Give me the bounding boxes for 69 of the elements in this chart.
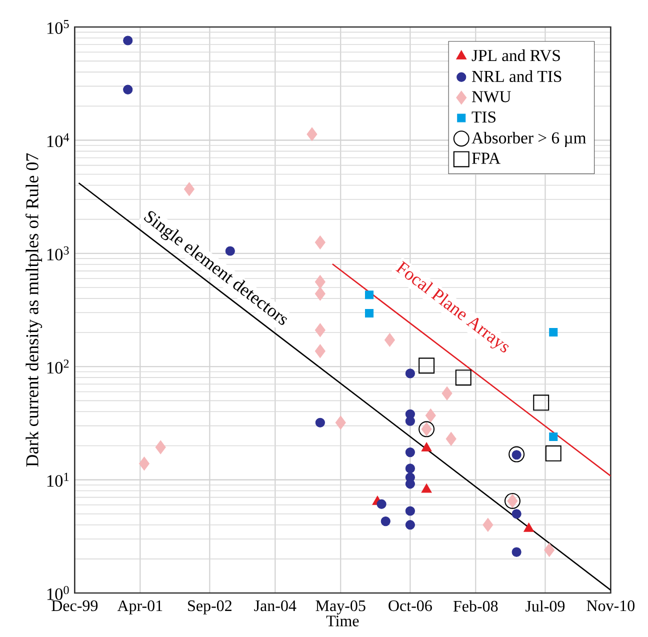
- point: [533, 394, 550, 411]
- y-tick-label: 10$^{1}$: [47, 472, 69, 487]
- point: [512, 509, 522, 519]
- x-tick-label: Apr-01: [117, 600, 162, 614]
- point: [545, 445, 562, 462]
- point: [405, 520, 415, 530]
- legend-label: FPA: [472, 152, 500, 164]
- point: [442, 386, 452, 400]
- x-tick-label: Jul-09: [526, 600, 565, 612]
- x-tick-label: May-05: [316, 600, 366, 614]
- point: [335, 416, 346, 430]
- point: [524, 522, 534, 532]
- y-axis-title: Dark current density as multples of Rule 07: [26, 153, 42, 467]
- point: [421, 442, 432, 452]
- point: [314, 235, 326, 250]
- point: [306, 127, 318, 142]
- point: [123, 84, 133, 94]
- point: [405, 368, 415, 378]
- point: [482, 518, 494, 532]
- point: [380, 516, 390, 526]
- point: [405, 416, 415, 426]
- point: [384, 333, 395, 347]
- legend-label: NWU: [472, 91, 511, 102]
- y-tick-label: 10$^{2}$: [47, 360, 69, 374]
- point: [405, 447, 415, 458]
- x-tick-label: Feb-08: [453, 600, 498, 612]
- point: [425, 408, 436, 422]
- point: [504, 492, 520, 509]
- point: [405, 464, 415, 474]
- point: [405, 479, 415, 489]
- point: [421, 422, 432, 436]
- point: [123, 36, 133, 46]
- point: [315, 418, 325, 428]
- x-tick-label: Sep-02: [188, 600, 232, 614]
- point: [155, 440, 166, 454]
- x-tick-label: Nov-10: [586, 600, 634, 612]
- point: [138, 456, 150, 471]
- point: [376, 499, 386, 509]
- x-tick-label: Dec-99: [52, 600, 98, 612]
- point: [405, 506, 415, 516]
- point: [365, 290, 374, 300]
- legend-label: NRL and TIS: [472, 70, 562, 82]
- legend-label: TIS: [472, 111, 496, 123]
- legend-label: JPL and RVS: [472, 49, 560, 62]
- x-axis-title: Time: [326, 616, 359, 626]
- point: [418, 358, 435, 374]
- point: [446, 432, 456, 446]
- point: [508, 446, 525, 462]
- point: [544, 543, 555, 557]
- point: [549, 432, 558, 442]
- point: [184, 182, 195, 196]
- point: [549, 328, 558, 337]
- point: [365, 308, 374, 318]
- point: [314, 344, 326, 358]
- point: [421, 484, 432, 493]
- y-tick-label: 10$^{4}$: [47, 133, 70, 148]
- point: [314, 323, 326, 338]
- point: [512, 547, 522, 557]
- x-tick-label: Jan-04: [254, 600, 296, 612]
- legend-label: Absorber > 6 µm: [472, 132, 586, 147]
- point: [418, 421, 435, 438]
- y-tick-label: 10$^{5}$: [47, 20, 69, 34]
- point: [314, 274, 326, 289]
- y-tick-label: 10$^{0}$: [47, 586, 69, 600]
- point: [507, 494, 518, 508]
- point: [314, 286, 326, 301]
- x-tick-label: Oct-06: [388, 600, 432, 612]
- point: [455, 370, 472, 386]
- y-tick-label: 10$^{3}$: [47, 246, 69, 260]
